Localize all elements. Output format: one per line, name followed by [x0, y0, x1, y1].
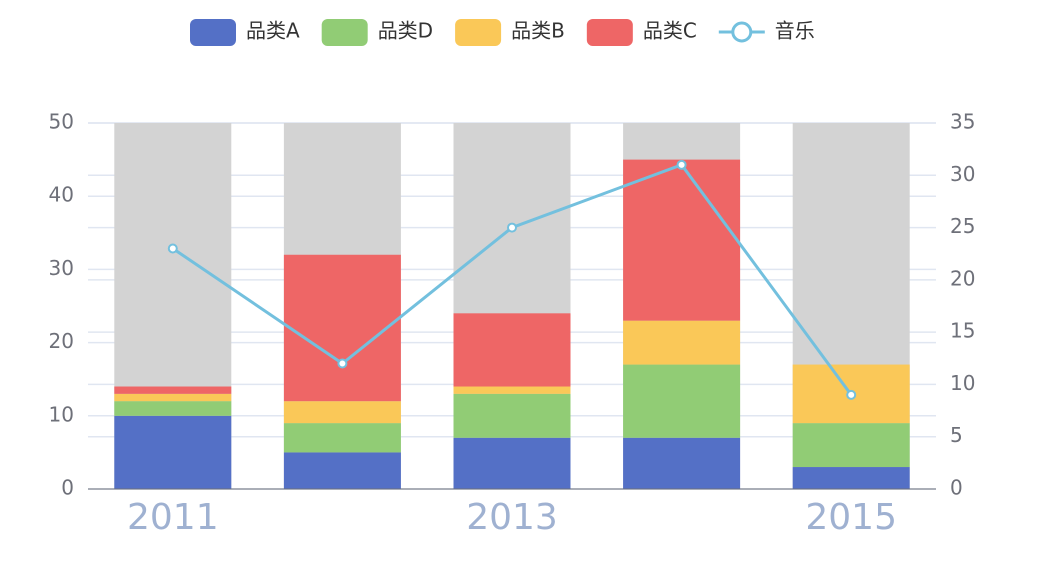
bar [792, 423, 910, 468]
bar [283, 254, 401, 402]
y-tick-label: 30 [49, 256, 74, 280]
y-tick-label: 0 [61, 476, 74, 500]
bar [623, 159, 741, 321]
y2-tick-label: 35 [950, 110, 975, 134]
legend-label[interactable]: 品类A [246, 19, 300, 43]
bar [114, 393, 232, 402]
y2-tick-label: 10 [950, 371, 975, 395]
bar [453, 313, 571, 387]
bar [283, 401, 401, 424]
y2-tick-label: 0 [950, 476, 963, 500]
line-point [167, 243, 178, 254]
bar [283, 423, 401, 453]
y2-tick-label: 15 [950, 319, 975, 343]
y2-tick-label: 25 [950, 214, 975, 238]
x-tick-label: 2015 [805, 497, 897, 538]
y-tick-label: 20 [49, 329, 74, 353]
y2-tick-label: 5 [950, 423, 963, 447]
x-tick-label: 2011 [127, 497, 219, 538]
y-tick-label: 40 [49, 183, 74, 207]
bar [114, 386, 232, 394]
y2-tick-label: 30 [950, 162, 975, 186]
legend-icon [731, 21, 753, 43]
y-tick-label: 10 [49, 402, 74, 426]
legend-label[interactable]: 音乐 [775, 19, 815, 43]
y-tick-label: 50 [49, 110, 74, 134]
line-point [846, 389, 857, 400]
legend-icon [321, 19, 368, 46]
legend-label[interactable]: 品类C [643, 19, 697, 43]
bar [283, 452, 401, 489]
y2-tick-label: 20 [950, 266, 975, 290]
legend-icon [190, 19, 236, 46]
line-point [507, 222, 517, 233]
line-point [337, 358, 348, 369]
bar [792, 467, 910, 489]
bar [453, 386, 571, 394]
bar [623, 437, 741, 489]
x-tick-label: 2013 [466, 497, 558, 538]
bar [453, 393, 571, 438]
bar [114, 401, 232, 416]
bar [623, 320, 741, 365]
legend-icon [455, 19, 502, 46]
bar [623, 364, 741, 438]
line-point [676, 159, 687, 170]
bar [114, 415, 232, 489]
legend-icon [586, 19, 633, 46]
bar [453, 437, 571, 489]
legend-label[interactable]: 品类B [511, 19, 565, 43]
legend-label[interactable]: 品类D [378, 19, 433, 43]
